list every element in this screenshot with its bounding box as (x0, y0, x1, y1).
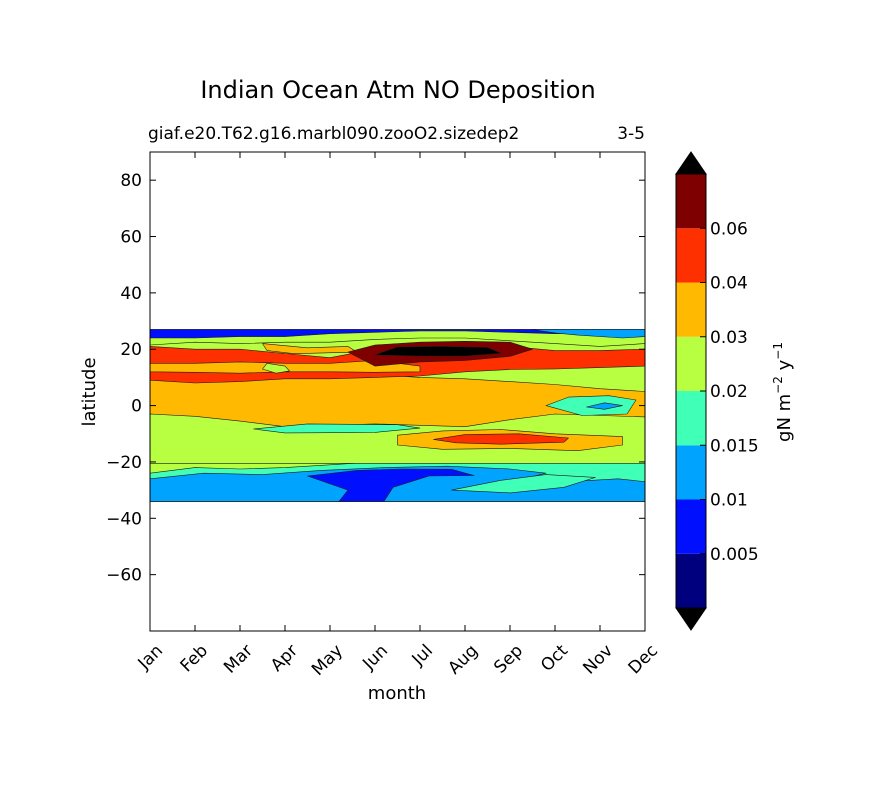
chart-title: Indian Ocean Atm NO Deposition (200, 76, 595, 104)
y-tick-label: −60 (106, 566, 142, 586)
colorbar-segment (676, 445, 706, 500)
colorbar: 0.005 0.01 0.015 0.02 0.03 0.04 0.06 (675, 151, 759, 631)
colorbar-segment (676, 336, 706, 391)
x-tick-label: Jan (134, 641, 167, 674)
y-tick-label: 60 (120, 228, 142, 248)
y-tick-label: 0 (131, 397, 142, 417)
contour-region-15 (262, 362, 290, 374)
colorbar-over-arrow (675, 151, 707, 175)
x-tick-label: Aug (444, 641, 482, 679)
contour-region-17 (374, 346, 502, 357)
colorbar-tick-label: 0.015 (710, 436, 759, 456)
colorbar-tick-label: 0.06 (710, 219, 748, 239)
colorbar-tick-label: 0.01 (710, 491, 748, 511)
contour-region-10 (545, 395, 637, 416)
plot-frame (149, 151, 646, 632)
colorbar-label-main: gN m (774, 394, 795, 442)
chart-subtitle-right: 3-5 (617, 124, 645, 144)
contour-region-9 (253, 423, 421, 434)
colorbar-segment (676, 174, 706, 229)
colorbar-label-mid: y (774, 359, 795, 376)
colorbar-label-exp1: −2 (771, 376, 785, 394)
x-tick-label: Dec (625, 641, 662, 678)
y-tick-label: 20 (120, 340, 142, 360)
x-tick-label: Jun (358, 641, 392, 675)
y-tick-label: 40 (120, 284, 142, 304)
colorbar-segment (676, 553, 706, 608)
y-axis-ticks: 80 60 40 20 0 −20 −40 −60 (106, 171, 645, 586)
colorbar-segment (676, 391, 706, 446)
colorbar-label: gN m−2 y−1 (771, 342, 795, 442)
x-tick-label: Nov (579, 641, 617, 679)
contour-region-20 (532, 329, 645, 339)
x-tick-label: Feb (177, 641, 212, 676)
contour-regions (150, 329, 645, 502)
colorbar-tick-label: 0.03 (710, 328, 748, 348)
y-tick-label: −20 (106, 453, 142, 473)
chart-subtitle-left: giaf.e20.T62.g16.marbl090.zooO2.sizedep2 (148, 124, 519, 144)
x-tick-label: Apr (267, 641, 302, 676)
colorbar-segment (676, 499, 706, 554)
x-tick-label: May (308, 641, 347, 680)
x-tick-label: Jul (408, 641, 437, 670)
contour-region-4 (451, 474, 596, 494)
colorbar-tick-label: 0.04 (710, 274, 748, 294)
colorbar-label-exp2: −1 (771, 342, 785, 360)
x-tick-label: Sep (490, 641, 527, 678)
x-tick-label: Oct (537, 641, 572, 676)
x-axis-label: month (368, 683, 426, 704)
y-tick-label: 80 (120, 171, 142, 191)
colorbar-under-arrow (675, 607, 707, 631)
colorbar-segment (676, 228, 706, 283)
y-tick-label: −40 (106, 509, 142, 529)
colorbar-tick-label: 0.005 (710, 545, 759, 565)
colorbar-segment (676, 282, 706, 337)
contour-region-11 (586, 402, 623, 410)
y-axis-label: latitude (79, 357, 100, 426)
contour-region-3 (307, 468, 475, 502)
colorbar-tick-label: 0.02 (710, 382, 748, 402)
contour-region-8 (433, 433, 569, 445)
x-tick-label: Mar (220, 641, 257, 678)
